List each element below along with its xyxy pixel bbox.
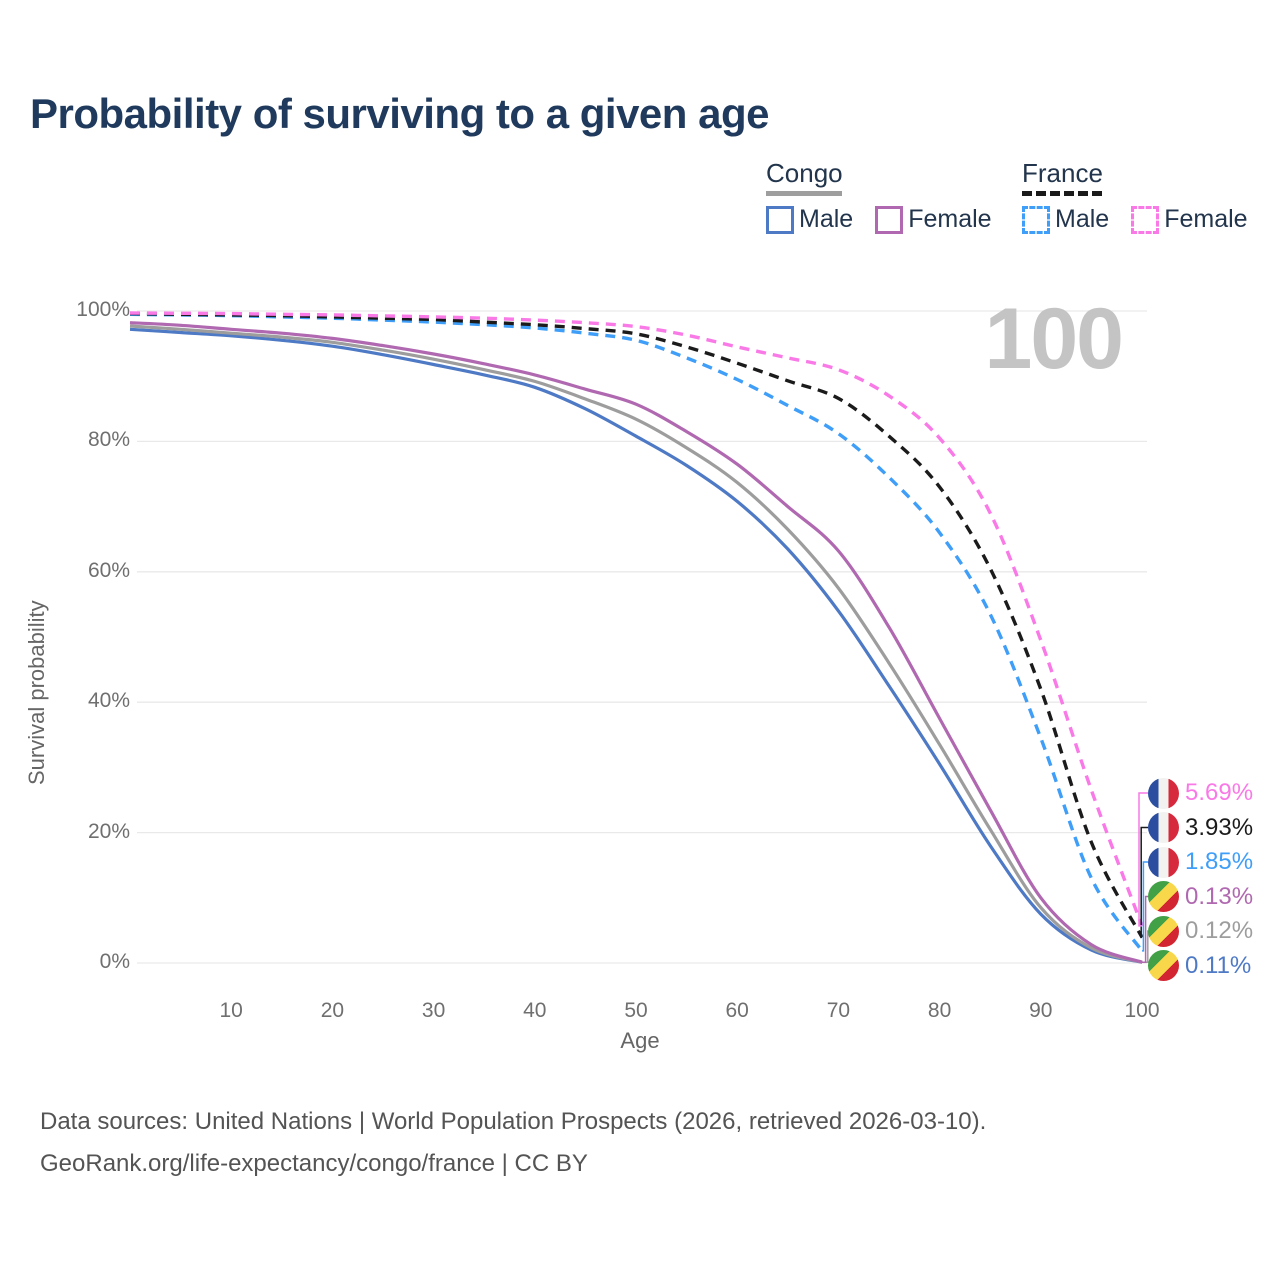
end-label-value: 0.11%	[1185, 951, 1252, 979]
y-tick-label: 0%	[99, 950, 130, 973]
legend-congo-line-sample	[766, 191, 842, 196]
x-tick-label: 40	[523, 999, 547, 1022]
france-flag-icon	[1148, 812, 1179, 843]
end-label-value: 0.12%	[1185, 917, 1254, 944]
congo-male-line[interactable]	[129, 327, 1143, 964]
legend-france-line-sample	[1022, 191, 1102, 196]
legend-item-france-female[interactable]: Female	[1131, 205, 1248, 234]
end-label-france-male: 1.85%	[1148, 846, 1253, 878]
legend-item-congo-male[interactable]: Male	[766, 205, 853, 234]
end-label-value: 0.13%	[1185, 882, 1254, 910]
end-label-congo-male: 0.11%	[1148, 950, 1251, 982]
footer-data-sources: Data sources: United Nations | World Pop…	[40, 1108, 987, 1135]
x-tick-label: 20	[320, 999, 345, 1022]
x-tick-label: 70	[826, 999, 851, 1022]
end-label-value: 1.85%	[1185, 848, 1254, 875]
legend-group-congo: Congo Male Female	[766, 160, 1014, 234]
y-tick-label: 40%	[87, 689, 130, 713]
congo-flag-icon	[1148, 950, 1179, 981]
x-tick-label: 100	[1124, 999, 1160, 1022]
legend-group-france: France Male Female	[1022, 160, 1270, 234]
legend-item-label: Female	[908, 205, 992, 233]
x-tick-label: 90	[1029, 999, 1053, 1022]
x-tick-label: 50	[624, 999, 648, 1022]
y-axis-title: Survival probability	[24, 600, 49, 785]
france-both-line[interactable]	[129, 311, 1144, 939]
end-label-france-female: 5.69%	[1148, 777, 1253, 809]
end-label-connector	[1142, 895, 1148, 963]
end-label-congo-female: 0.13%	[1148, 881, 1253, 913]
end-label-connector	[1142, 861, 1148, 952]
end-label-value: 3.93%	[1185, 813, 1254, 841]
y-tick-label: 60%	[87, 558, 130, 582]
legend-items-congo: Male Female	[766, 205, 1014, 234]
x-tick-label: 60	[725, 999, 749, 1022]
x-axis-title: Age	[620, 1028, 660, 1053]
y-tick-label: 80%	[87, 428, 130, 452]
age-indicator-watermark: 100	[984, 291, 1124, 387]
congo-both-line[interactable]	[129, 324, 1143, 964]
legend-swatch-icon	[875, 205, 904, 234]
congo-female-line[interactable]	[129, 321, 1143, 964]
legend-item-label: Female	[1164, 205, 1248, 233]
legend-item-label: Male	[1055, 205, 1110, 233]
end-label-congo-both: 0.12%	[1148, 915, 1253, 947]
legend-swatch-icon	[766, 205, 794, 234]
end-label-value: 5.69%	[1185, 779, 1254, 806]
france-male-line[interactable]	[129, 312, 1144, 952]
france-flag-icon	[1148, 777, 1179, 809]
footer-attribution-link: GeoRank.org/life-expectancy/congo/france…	[40, 1150, 588, 1177]
legend-swatch-icon	[1131, 205, 1160, 234]
congo-flag-icon	[1148, 881, 1179, 912]
legend-swatch-icon	[1022, 205, 1050, 234]
legend-item-congo-female[interactable]: Female	[875, 205, 992, 234]
end-label-connector	[1138, 792, 1148, 927]
france-flag-icon	[1148, 846, 1179, 878]
x-tick-label: 80	[927, 999, 952, 1022]
y-tick-label: 20%	[87, 819, 130, 843]
y-tick-label: 100%	[76, 298, 130, 321]
legend-items-france: Male Female	[1022, 205, 1270, 234]
end-label-france-both: 3.93%	[1148, 812, 1253, 844]
legend-item-label: Male	[799, 205, 854, 233]
legend-item-france-male[interactable]: Male	[1022, 205, 1109, 234]
x-tick-label: 30	[421, 999, 446, 1022]
page-title: Probability of surviving to a given age	[30, 90, 769, 137]
legend-group-title-congo[interactable]: Congo	[766, 158, 843, 188]
legend-group-title-france[interactable]: France	[1022, 158, 1103, 188]
end-label-connector	[1140, 826, 1148, 939]
x-tick-label: 10	[219, 999, 243, 1022]
congo-flag-icon	[1148, 915, 1179, 947]
